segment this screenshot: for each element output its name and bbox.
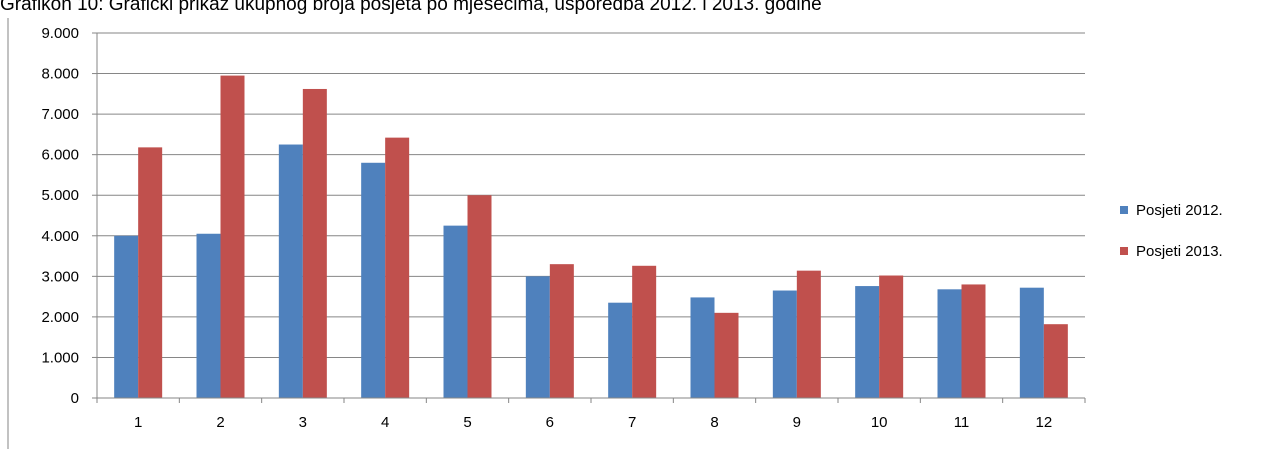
y-tick-label: 1.000 — [41, 349, 79, 366]
bar-2012 — [608, 302, 633, 398]
legend-label-2012: Posjeti 2012. — [1136, 202, 1223, 219]
legend-swatch-2013 — [1120, 247, 1128, 255]
bar-2012 — [855, 286, 880, 398]
bar-2013 — [714, 312, 739, 398]
x-tick-label: 9 — [793, 414, 801, 431]
legend: Posjeti 2012. Posjeti 2013. — [1120, 202, 1223, 260]
x-tick-label: 11 — [954, 414, 970, 431]
bar-2013 — [879, 275, 904, 398]
x-tick-label: 1 — [134, 414, 142, 431]
x-tick-label: 3 — [299, 414, 307, 431]
bar-2012 — [937, 289, 962, 398]
bar-2012 — [690, 297, 715, 398]
bar-2013 — [385, 137, 410, 398]
x-tick-label: 12 — [1035, 414, 1052, 431]
bar-2012 — [278, 144, 303, 398]
y-tick-label: 3.000 — [41, 268, 79, 285]
y-tick-label: 2.000 — [41, 309, 79, 326]
y-tick-label: 4.000 — [41, 228, 79, 245]
legend-label-2013: Posjeti 2013. — [1136, 243, 1223, 260]
bar-2013 — [961, 284, 986, 398]
bar-2012 — [772, 290, 797, 398]
y-tick-label: 8.000 — [41, 66, 79, 83]
legend-swatch-2012 — [1120, 206, 1128, 214]
x-tick-label: 10 — [871, 414, 888, 431]
bar-2012 — [1019, 287, 1044, 398]
x-tick-label: 7 — [628, 414, 636, 431]
x-tick-label: 4 — [381, 414, 389, 431]
x-tick-label: 8 — [710, 414, 718, 431]
y-tick-label: 5.000 — [41, 187, 79, 204]
bar-2012 — [114, 235, 139, 398]
bar-2013 — [549, 264, 574, 398]
bar-2012 — [196, 233, 221, 398]
x-tick-label: 2 — [216, 414, 224, 431]
y-tick-label: 6.000 — [41, 147, 79, 164]
chart-caption: Grafikon 10: Grafički prikaz ukupnog bro… — [0, 0, 822, 15]
bar-2013 — [467, 195, 492, 398]
bars — [114, 75, 1068, 398]
y-tick-label: 9.000 — [41, 25, 79, 42]
bar-2013 — [796, 270, 821, 398]
bar-2012 — [443, 225, 468, 398]
bar-2013 — [302, 88, 327, 398]
bar-2013 — [138, 147, 163, 398]
bar-2013 — [1043, 324, 1068, 398]
axes — [7, 18, 1086, 449]
bar-2012 — [361, 162, 386, 398]
x-tick-label: 6 — [546, 414, 554, 431]
gridlines — [97, 32, 1085, 358]
bar-2013 — [220, 75, 245, 398]
x-tick-labels: 1 2 3 4 5 6 7 8 9 10 11 12 — [134, 414, 1052, 431]
y-tick-labels: 0 1.000 2.000 3.000 4.000 5.000 6.000 7.000 8.00… — [41, 25, 79, 407]
bar-2013 — [632, 265, 657, 398]
bar-2012 — [525, 276, 550, 398]
y-tick-label: 7.000 — [41, 106, 79, 123]
x-tick-label: 5 — [463, 414, 471, 431]
y-tick-label: 0 — [71, 390, 79, 407]
